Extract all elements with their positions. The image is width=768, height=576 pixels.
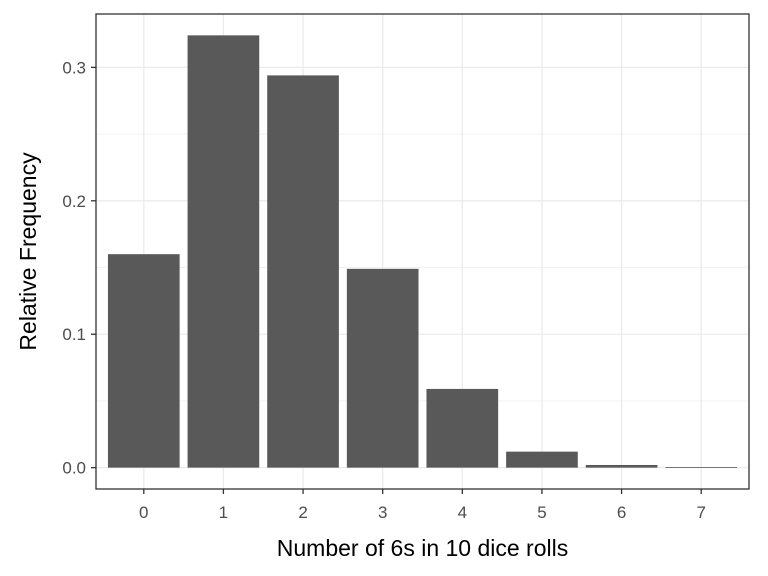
bar-2 xyxy=(267,75,339,468)
bar-7 xyxy=(665,466,738,468)
x-tick-label: 6 xyxy=(617,503,626,522)
panel-border xyxy=(95,13,750,490)
bar-6 xyxy=(585,464,658,468)
y-tick-label: 0.3 xyxy=(62,58,86,77)
bar-0 xyxy=(107,254,180,468)
bar-5 xyxy=(506,451,578,468)
bars xyxy=(107,35,738,468)
x-tick-label: 2 xyxy=(298,503,307,522)
bar-4 xyxy=(426,388,499,468)
axis-ticks xyxy=(91,66,702,494)
x-tick-label: 1 xyxy=(219,503,228,522)
y-tick-label: 0.0 xyxy=(62,459,86,478)
bar-3 xyxy=(346,268,419,468)
x-tick-label: 0 xyxy=(139,503,148,522)
x-tick-label: 5 xyxy=(537,503,546,522)
bar-1 xyxy=(187,35,260,468)
x-tick-label: 7 xyxy=(696,503,705,522)
tick-labels: 0.0 0.1 0.2 0.3 0 1 2 3 4 5 6 7 xyxy=(62,58,706,522)
y-axis-title: Relative Frequency xyxy=(15,152,41,351)
x-tick-label: 4 xyxy=(458,503,467,522)
x-axis-title: Number of 6s in 10 dice rolls xyxy=(277,535,568,561)
x-tick-label: 3 xyxy=(378,503,387,522)
y-tick-label: 0.1 xyxy=(62,325,86,344)
y-tick-label: 0.2 xyxy=(62,192,86,211)
